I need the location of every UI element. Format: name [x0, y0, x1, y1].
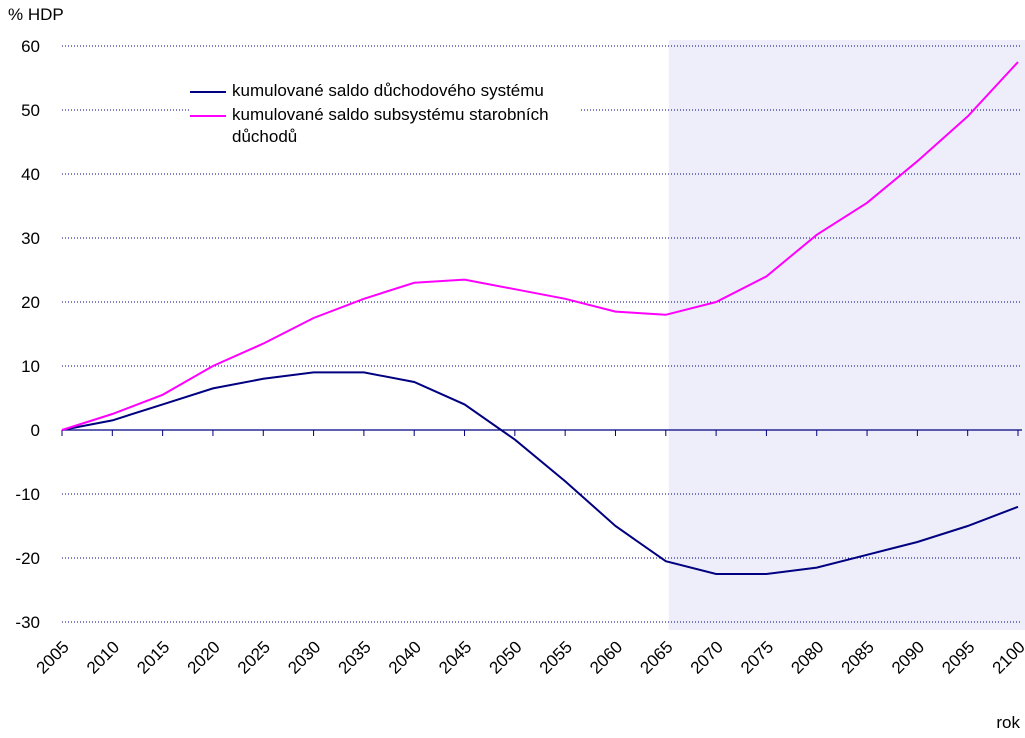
legend-item: kumulované saldo důchodového systému [190, 80, 580, 102]
x-tick-label: 2050 [485, 637, 525, 677]
shaded-region [668, 40, 1025, 630]
x-tick-label: 2025 [234, 637, 274, 677]
x-tick-label: 2075 [737, 637, 777, 677]
y-tick-label: -20 [15, 549, 40, 568]
y-tick-label: 0 [31, 421, 40, 440]
x-tick-label: 2070 [687, 637, 727, 677]
x-axis-label: rok [996, 713, 1020, 732]
x-tick-label: 2030 [284, 637, 324, 677]
series-line [61, 61, 1019, 431]
legend-label: kumulované saldo důchodového systému [232, 81, 544, 100]
series-line [61, 371, 1019, 575]
y-tick-label: 20 [21, 293, 40, 312]
y-tick-label: -30 [15, 613, 40, 632]
y-tick-label: -10 [15, 485, 40, 504]
x-tick-label: 2080 [787, 637, 827, 677]
x-tick-label: 2015 [133, 637, 173, 677]
x-tick-label: 2040 [385, 637, 425, 677]
x-tick-label: 2035 [335, 637, 375, 677]
y-axis-label: % HDP [8, 5, 64, 24]
x-tick-label: 2065 [636, 637, 676, 677]
legend-swatch [190, 91, 226, 93]
x-tick-label: 2005 [33, 637, 73, 677]
legend-label: kumulované saldo subsystému starobních d… [232, 105, 549, 146]
legend-item: kumulované saldo subsystému starobních d… [190, 104, 580, 148]
y-tick-label: 40 [21, 165, 40, 184]
x-tick-label: 2020 [184, 637, 224, 677]
y-tick-label: 30 [21, 229, 40, 248]
x-tick-label: 2100 [989, 637, 1025, 677]
x-tick-label: 2055 [536, 637, 576, 677]
y-tick-label: 60 [21, 37, 40, 56]
legend: kumulované saldo důchodového systému kumu… [190, 80, 580, 150]
x-tick-label: 2060 [586, 637, 626, 677]
legend-swatch [190, 115, 226, 117]
x-tick-label: 2010 [83, 637, 123, 677]
y-tick-label: 10 [21, 357, 40, 376]
y-tick-label: 50 [21, 101, 40, 120]
x-tick-label: 2045 [435, 637, 475, 677]
x-tick-label: 2085 [838, 637, 878, 677]
x-tick-label: 2095 [938, 637, 978, 677]
x-tick-label: 2090 [888, 637, 928, 677]
